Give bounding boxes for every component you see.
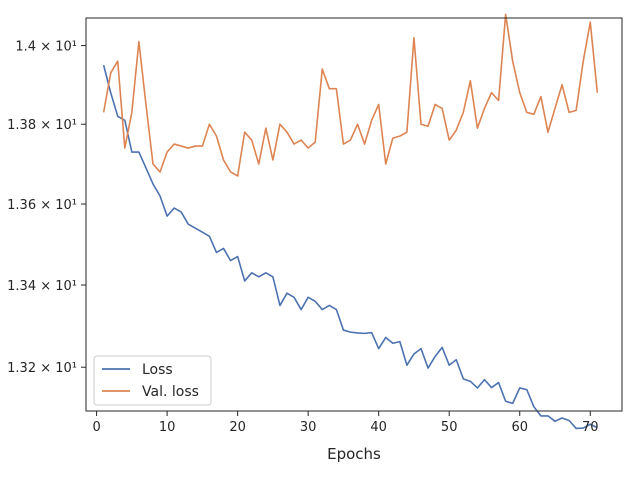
legend-label: Loss	[142, 362, 173, 378]
y-tick-label: 1.32 × 10¹	[7, 361, 77, 376]
y-tick-label: 1.36 × 10¹	[7, 198, 77, 213]
x-tick-label: 50	[441, 420, 458, 435]
series-layer	[102, 13, 599, 430]
x-axis-label: Epochs	[327, 445, 381, 463]
x-tick-label: 70	[582, 420, 599, 435]
x-tick-label: 0	[92, 420, 100, 435]
y-tick-label: 1.4 × 10¹	[15, 40, 77, 55]
legend: Loss Val. loss	[93, 355, 212, 406]
y-axis: 1.32 × 10¹ 1.34 × 10¹ 1.36 × 10¹ 1.38 × 10¹…	[7, 40, 86, 376]
x-tick-label: 40	[370, 420, 387, 435]
y-tick-label: 1.38 × 10¹	[7, 118, 77, 133]
x-tick-label: 10	[159, 420, 176, 435]
x-tick-label: 30	[300, 420, 317, 435]
series-line-loss	[102, 64, 598, 430]
x-tick-label: 60	[511, 420, 528, 435]
x-tick-label: 20	[229, 420, 246, 435]
axes-frame	[85, 17, 623, 412]
x-axis: 0 10 20 30 40 50 60 70	[92, 411, 599, 435]
legend-label: Val. loss	[142, 384, 199, 400]
y-tick-label: 1.34 × 10¹	[7, 279, 77, 294]
series-line-val-loss	[102, 13, 599, 177]
